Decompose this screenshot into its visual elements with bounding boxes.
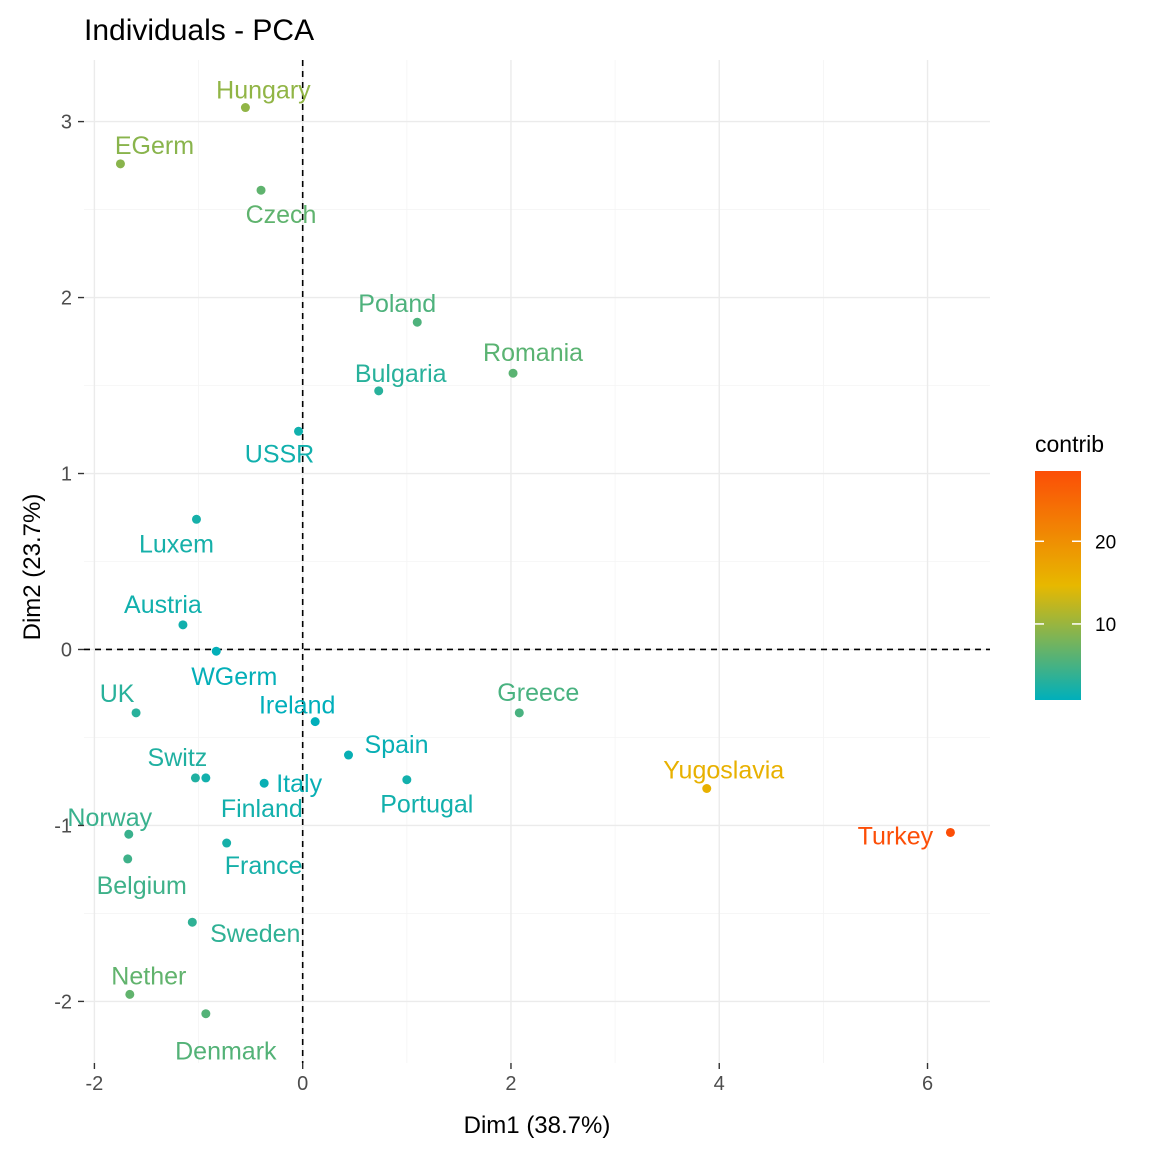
point-sweden <box>187 917 197 927</box>
grid <box>84 60 990 1063</box>
data-points <box>115 103 955 1019</box>
point-label-turkey: Turkey <box>858 822 934 850</box>
y-tick-label: 1 <box>61 464 72 486</box>
point-finland <box>201 773 211 783</box>
point-label-belgium: Belgium <box>97 872 187 900</box>
point-label-uk: UK <box>100 680 135 708</box>
point-label-romania: Romania <box>483 339 583 367</box>
point-egerm <box>115 159 125 169</box>
point-wgerm <box>211 646 221 656</box>
y-tick-label: -2 <box>54 991 72 1013</box>
point-nether <box>125 989 135 999</box>
point-romania <box>508 368 518 378</box>
x-tick-label: 0 <box>297 1073 308 1095</box>
point-label-czech: Czech <box>246 201 317 229</box>
point-label-austria: Austria <box>124 591 202 619</box>
point-label-finland: Finland <box>221 795 303 823</box>
legend-tick-label: 10 <box>1095 615 1116 636</box>
x-tick-label: 4 <box>714 1073 725 1095</box>
point-label-switz: Switz <box>148 744 208 772</box>
point-label-denmark: Denmark <box>175 1038 277 1066</box>
point-label-ussr: USSR <box>245 440 314 468</box>
point-ireland <box>310 717 320 727</box>
point-belgium <box>123 854 133 864</box>
point-label-egerm: EGerm <box>115 132 194 160</box>
point-label-luxem: Luxem <box>139 530 214 558</box>
y-tick-label: 2 <box>61 288 72 310</box>
point-label-greece: Greece <box>497 679 579 707</box>
point-uk <box>131 708 141 718</box>
y-tick-label: -1 <box>54 815 72 837</box>
point-france <box>222 838 232 848</box>
point-ussr <box>294 426 304 436</box>
point-label-spain: Spain <box>365 731 429 759</box>
point-poland <box>412 317 422 327</box>
point-austria <box>178 620 188 630</box>
y-tick-label: 3 <box>61 112 72 134</box>
point-luxem <box>191 514 201 524</box>
point-label-norway: Norway <box>67 804 152 832</box>
chart-title: Individuals - PCA <box>84 14 314 47</box>
point-hungary <box>240 103 250 113</box>
point-label-portugal: Portugal <box>380 791 473 819</box>
point-turkey <box>945 827 955 837</box>
point-label-wgerm: WGerm <box>191 663 277 691</box>
reference-lines <box>84 60 990 1063</box>
x-tick-label: -2 <box>86 1073 104 1095</box>
point-bulgaria <box>374 386 384 396</box>
point-greece <box>514 708 524 718</box>
y-tick-label: 0 <box>61 639 72 661</box>
axes: -2 0 2 4 6 -2 -1 0 1 2 3 <box>54 112 933 1095</box>
x-tick-label: 6 <box>922 1073 933 1095</box>
point-norway <box>124 829 134 839</box>
point-labels: Hungary EGerm Czech Poland Romania Bulgaria US… <box>67 77 933 1066</box>
point-label-france: France <box>225 852 303 880</box>
legend: contrib 10 20 <box>1035 431 1116 700</box>
point-label-ireland: Ireland <box>259 692 335 720</box>
legend-color-bar <box>1035 471 1081 700</box>
point-label-poland: Poland <box>358 290 436 318</box>
point-italy <box>259 778 269 788</box>
point-denmark <box>201 1009 211 1019</box>
point-label-sweden: Sweden <box>210 920 300 948</box>
point-czech <box>256 185 266 195</box>
point-label-yugoslavia: Yugoslavia <box>663 756 784 784</box>
legend-ticks: 10 20 <box>1035 532 1116 636</box>
x-axis-title: Dim1 (38.7%) <box>464 1112 611 1139</box>
legend-title: contrib <box>1035 431 1104 457</box>
x-tick-label: 2 <box>505 1073 516 1095</box>
point-label-bulgaria: Bulgaria <box>355 360 447 388</box>
point-label-hungary: Hungary <box>216 77 311 105</box>
legend-tick-label: 20 <box>1095 532 1116 553</box>
point-portugal <box>402 775 412 785</box>
point-label-nether: Nether <box>111 962 186 990</box>
point-yugoslavia <box>702 783 712 793</box>
point-spain <box>344 750 354 760</box>
point-switz <box>190 773 200 783</box>
y-axis-title: Dim2 (23.7%) <box>19 494 46 641</box>
point-label-italy: Italy <box>276 770 322 798</box>
